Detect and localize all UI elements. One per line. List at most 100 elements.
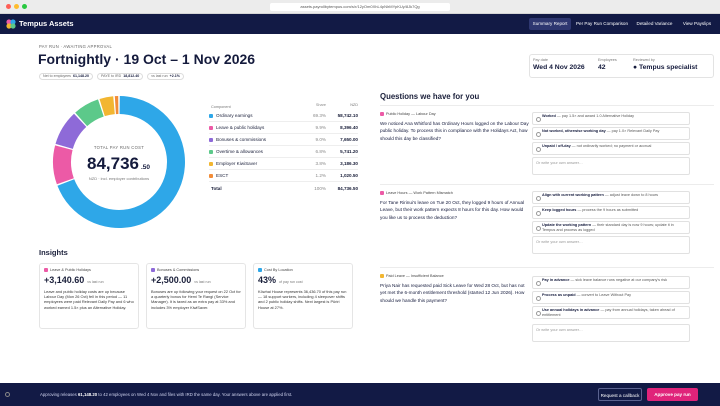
table-row: ESCT 1.2% 1,020.50 xyxy=(209,170,358,182)
row-component: Overtime & allowances xyxy=(209,149,312,154)
window-controls[interactable] xyxy=(6,4,27,9)
donut-slice-employer-kiwisaver xyxy=(99,96,115,117)
pay-run-meta-card: Pay date Wed 4 Nov 2026 Employees 42 Rev… xyxy=(529,54,714,78)
answer-option-unpaid-leave[interactable]: Process as unpaid — convert to Leave Wit… xyxy=(532,291,690,304)
answer-option-not-worked[interactable]: Not worked, otherwise working day — pay … xyxy=(532,127,690,140)
maximize-window-button[interactable] xyxy=(22,4,27,9)
pay-run-cost-donut: TOTAL PAY RUN COST 84,736 .50 NZD · incl… xyxy=(52,96,186,228)
answer-option-align[interactable]: Align with current working pattern — adj… xyxy=(532,191,690,204)
table-row: Employer KiwiSaver 3.8% 3,186.30 xyxy=(209,158,358,170)
table-row: Leave & public holidays 9.9% 8,396.40 xyxy=(209,122,358,134)
legend-swatch xyxy=(209,161,213,166)
answer-option-unpaid[interactable]: Unpaid / off-day — not ordinarily worked… xyxy=(532,142,690,155)
employees-value: 42 xyxy=(598,64,606,71)
questions-title: Questions we have for you xyxy=(380,92,480,101)
question-tag: Paid Leave — Insufficient Balance xyxy=(380,274,530,278)
nav-per-pay-run-comparison[interactable]: Per Pay Run Comparison xyxy=(575,21,629,26)
insight-tag: Leave & Public Holidays xyxy=(44,268,134,272)
minimize-window-button[interactable] xyxy=(14,4,19,9)
summary-chips: Net to employees 61,148.20 PAYE to IRD 18,… xyxy=(39,73,184,80)
row-nzd: 5,741.20 xyxy=(340,149,358,154)
total-label: Total xyxy=(211,185,222,191)
option-detail: — their standard day is now 9 hours; upd… xyxy=(542,223,674,232)
row-nzd: 3,186.30 xyxy=(340,161,358,166)
donut-total-amount: 84,736 xyxy=(87,154,139,173)
row-nzd: 8,396.40 xyxy=(340,125,358,130)
pay-date-value: Wed 4 Nov 2026 xyxy=(533,64,585,71)
insight-card-location: Cost By Location 43% of pay run cost Kōwh… xyxy=(253,263,353,329)
legend-swatch xyxy=(209,137,213,142)
option-head: Unpaid / off-day xyxy=(542,144,571,148)
option-detail: — not ordinarily worked; no payment or a… xyxy=(570,144,652,148)
answer-option-update-pattern[interactable]: Update the working pattern — their stand… xyxy=(532,221,690,234)
approve-pay-run-button[interactable]: Approve pay run xyxy=(647,388,698,401)
tag-dot-icon xyxy=(258,268,262,272)
row-nzd: 7,650.00 xyxy=(340,137,358,142)
option-head: Update the working pattern xyxy=(542,223,592,227)
option-head: Worked xyxy=(542,114,556,118)
cost-breakdown-table: Component Share NZD Ordinary earnings 69.… xyxy=(209,103,358,194)
tag-dot-icon xyxy=(380,274,384,278)
donut-top-label: TOTAL PAY RUN COST xyxy=(94,145,144,150)
approval-footer: Approving releases 61,148.20 to 42 emplo… xyxy=(0,383,720,406)
divider xyxy=(380,267,714,268)
total-value: 84,736.50 xyxy=(337,185,358,191)
row-nzd: 1,020.50 xyxy=(340,173,358,178)
row-component: Leave & public holidays xyxy=(209,125,312,130)
option-head: Use annual holidays in advance xyxy=(542,308,600,312)
own-answer-input[interactable]: Or write your own answer… xyxy=(532,157,690,175)
question-text: Priya Nair has requested paid Sick Leave… xyxy=(380,283,525,303)
insight-amount: 43% of pay run cost xyxy=(258,275,348,285)
nav-summary-report[interactable]: Summary Report xyxy=(529,18,571,30)
answer-option-pay-in-advance[interactable]: Pay in advance — sick leave balance runs… xyxy=(532,276,690,289)
answer-option-keep-hours[interactable]: Keep logged hours — process the 9 hours … xyxy=(532,206,690,219)
insight-tag-text: Leave & Public Holidays xyxy=(50,268,91,272)
question-text: We noticed Ana Whitford has Ordinary Hou… xyxy=(380,121,529,141)
reviewed-value: ● Tempus specialist xyxy=(633,64,698,71)
row-share: 69.3% xyxy=(312,113,326,118)
option-detail: — convert to Leave Without Pay xyxy=(575,293,632,297)
insight-amount: +2,500.00 vs last run xyxy=(151,275,241,285)
own-answer-input[interactable]: Or write your own answer… xyxy=(532,236,690,254)
donut-slice-esct xyxy=(114,96,119,115)
chip-vs-last-run: vs last run +2.1% xyxy=(147,73,184,80)
legend-swatch xyxy=(209,173,213,178)
question-tag-text: Paid Leave — Insufficient Balance xyxy=(386,274,444,278)
option-detail: — sick leave balance runs negative at ou… xyxy=(569,278,668,282)
employees-label: Employees xyxy=(598,58,617,62)
approval-summary-text: Approving releases 61,148.20 to 42 emplo… xyxy=(40,392,292,397)
divider xyxy=(380,105,714,106)
row-share: 6.8% xyxy=(315,149,326,154)
question-tag-text: Leave Hours — Work Pattern Mismatch xyxy=(386,191,453,195)
footer-text-a: Approving releases xyxy=(40,392,78,397)
question-text: For Tane Ririnui's leave on Tue 20 Oct, … xyxy=(380,200,525,220)
row-nzd: 58,742.10 xyxy=(337,113,358,118)
gear-icon[interactable] xyxy=(5,392,10,397)
table-row: Overtime & allowances 6.8% 5,741.20 xyxy=(209,146,358,158)
chip-value: +2.1% xyxy=(169,74,180,78)
option-head: Process as unpaid xyxy=(542,293,576,297)
request-callback-button[interactable]: Request a callback xyxy=(598,388,642,401)
footer-text-b: to 42 employees on Wed 4 Nov and files w… xyxy=(97,392,293,397)
insight-card-leave: Leave & Public Holidays +3,140.60 vs last… xyxy=(39,263,139,329)
brand-name: Tempus Assets xyxy=(19,19,74,28)
insight-body: Leave and public holiday costs are up be… xyxy=(44,289,134,310)
donut-total-cents: .50 xyxy=(141,164,150,171)
option-head: Keep logged hours xyxy=(542,208,577,212)
answer-option-worked[interactable]: Worked — pay 1.5× and award 1.0 Alternat… xyxy=(532,112,690,125)
close-window-button[interactable] xyxy=(6,4,11,9)
reviewed-label: Reviewed by xyxy=(633,58,655,62)
address-bar[interactable]: assets.payrollbytempus.com/s/r/12yOm0XhL… xyxy=(270,3,450,11)
answer-option-annual-in-advance[interactable]: Use annual holidays in advance — pay fro… xyxy=(532,306,690,319)
legend-swatch xyxy=(209,125,213,130)
insight-amount-value: +2,500.00 xyxy=(151,275,192,285)
chip-paye-to-ird: PAYE to IRD 18,812.40 xyxy=(96,73,144,80)
nav-detailed-variance[interactable]: Detailed Variance xyxy=(636,21,673,26)
insight-amount-value: +3,140.60 xyxy=(44,275,85,285)
table-total-row: Total 100% 84,736.50 xyxy=(209,182,358,194)
tag-dot-icon xyxy=(44,268,48,272)
option-head: Align with current working pattern xyxy=(542,193,604,197)
tag-dot-icon xyxy=(151,268,155,272)
nav-view-payslips[interactable]: View Payslips xyxy=(682,21,712,26)
own-answer-input[interactable]: Or write your own answer… xyxy=(532,324,690,342)
